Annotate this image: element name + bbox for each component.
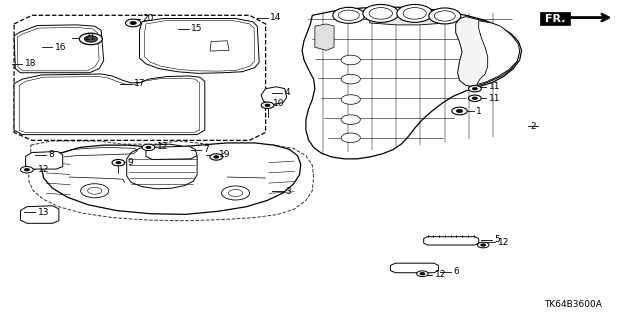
Circle shape <box>477 242 489 248</box>
Circle shape <box>79 33 102 45</box>
Circle shape <box>84 36 97 42</box>
Text: 8: 8 <box>49 150 54 159</box>
Polygon shape <box>14 25 104 73</box>
Text: 13: 13 <box>38 208 49 217</box>
Text: 12: 12 <box>498 238 509 247</box>
Text: 20: 20 <box>142 14 154 23</box>
Circle shape <box>341 95 360 104</box>
Circle shape <box>116 161 121 164</box>
Polygon shape <box>42 143 301 214</box>
Text: 10: 10 <box>273 99 284 108</box>
Circle shape <box>146 146 151 149</box>
Circle shape <box>265 104 270 107</box>
Circle shape <box>420 272 425 275</box>
Polygon shape <box>20 206 59 223</box>
Text: 11: 11 <box>489 94 500 103</box>
Polygon shape <box>14 15 266 140</box>
Circle shape <box>130 21 136 25</box>
Polygon shape <box>127 144 197 189</box>
Circle shape <box>24 168 29 171</box>
Circle shape <box>369 8 392 19</box>
Polygon shape <box>26 152 63 169</box>
Text: 21: 21 <box>84 33 96 42</box>
Circle shape <box>452 107 467 115</box>
Polygon shape <box>146 146 197 160</box>
Circle shape <box>88 187 102 194</box>
Text: 6: 6 <box>454 267 460 276</box>
Circle shape <box>397 4 433 22</box>
Text: 12: 12 <box>38 165 49 174</box>
Circle shape <box>20 167 33 173</box>
Text: 16: 16 <box>55 43 67 52</box>
Text: 18: 18 <box>25 59 36 68</box>
Polygon shape <box>261 87 287 105</box>
Polygon shape <box>140 19 259 73</box>
Circle shape <box>221 186 250 200</box>
Polygon shape <box>302 7 522 159</box>
Circle shape <box>429 8 461 24</box>
Circle shape <box>210 154 223 160</box>
Circle shape <box>228 189 243 197</box>
Circle shape <box>472 97 477 100</box>
Circle shape <box>468 95 481 101</box>
Text: 14: 14 <box>270 13 282 22</box>
Circle shape <box>481 244 486 246</box>
Text: 5: 5 <box>494 235 500 244</box>
Circle shape <box>333 7 365 23</box>
Text: 3: 3 <box>285 187 291 196</box>
Polygon shape <box>456 17 520 87</box>
Circle shape <box>112 160 125 166</box>
Circle shape <box>417 271 428 277</box>
Circle shape <box>341 115 360 124</box>
Circle shape <box>363 4 399 22</box>
Polygon shape <box>477 21 520 85</box>
Circle shape <box>341 133 360 143</box>
Circle shape <box>403 8 426 19</box>
Circle shape <box>125 19 141 27</box>
Circle shape <box>456 109 463 113</box>
Polygon shape <box>424 237 479 245</box>
Polygon shape <box>315 24 334 50</box>
Polygon shape <box>14 74 205 135</box>
Circle shape <box>341 55 360 65</box>
Text: 17: 17 <box>134 79 145 88</box>
Text: FR.: FR. <box>545 13 565 24</box>
Text: 9: 9 <box>127 158 133 167</box>
Text: 11: 11 <box>489 82 500 91</box>
Text: 1: 1 <box>476 107 482 115</box>
Circle shape <box>142 144 155 151</box>
Text: 12: 12 <box>435 271 446 279</box>
Circle shape <box>468 85 481 92</box>
Circle shape <box>341 74 360 84</box>
Circle shape <box>81 184 109 198</box>
Text: TK64B3600A: TK64B3600A <box>544 300 602 309</box>
Text: 19: 19 <box>219 150 230 159</box>
Text: 4: 4 <box>284 88 290 97</box>
Polygon shape <box>368 13 447 25</box>
Circle shape <box>472 87 477 90</box>
Circle shape <box>214 156 219 158</box>
Text: 2: 2 <box>531 122 536 130</box>
FancyBboxPatch shape <box>540 12 570 25</box>
Circle shape <box>435 11 455 21</box>
Polygon shape <box>390 263 438 273</box>
Text: 7: 7 <box>204 145 209 154</box>
Circle shape <box>261 102 274 108</box>
Text: 12: 12 <box>157 142 169 151</box>
Circle shape <box>339 10 359 20</box>
Text: 15: 15 <box>191 24 203 33</box>
